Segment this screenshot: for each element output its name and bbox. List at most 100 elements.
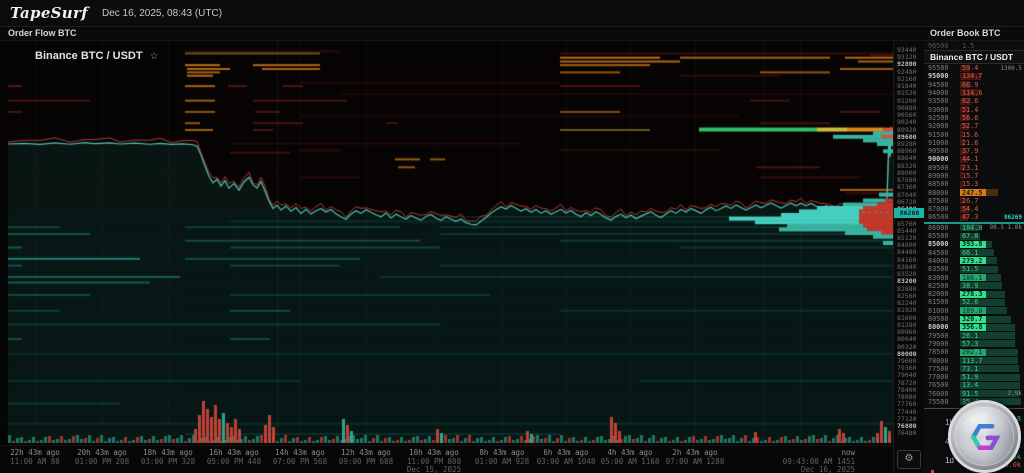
time-tick: now 09:43:00 AM 1451 Dec 16, 2025 — [782, 448, 855, 473]
order-book-row[interactable]: 91000 21.6 — [928, 138, 979, 147]
order-book-row[interactable]: 90500 37.9 — [928, 147, 979, 156]
price-axis-label: 83520 — [897, 270, 917, 279]
price-axis-label: 88000 — [897, 168, 917, 177]
order-book-row[interactable]: 82500 38.9 — [924, 282, 1024, 290]
price-axis-label: 84480 — [897, 248, 917, 257]
chart-canvas[interactable] — [0, 41, 893, 445]
price-axis-label: 86720 — [897, 197, 917, 206]
order-book-row[interactable]: 84000 279.2 — [924, 257, 1024, 265]
price-axis-label: 87680 — [897, 176, 917, 185]
price-axis-label: 88640 — [897, 154, 917, 163]
order-book-row[interactable]: 81500 52.6 — [924, 298, 1024, 306]
time-tick: 16h 43m ago 05:00 PM 448 — [206, 448, 262, 466]
price-axis-label: 92160 — [897, 74, 917, 83]
time-axis[interactable]: 22h 43m ago 11:00 AM 88 20h 43m ago 01:00 P… — [0, 445, 893, 473]
order-book-row[interactable]: 86500 47.3 86269 — [928, 213, 1022, 222]
time-tick: 22h 43m ago 11:00 AM 88 — [10, 448, 60, 466]
order-book-row[interactable]: 76000 91.5 2.9k — [928, 389, 1022, 398]
order-book-row[interactable]: 86000 104.8 98.5 1.8k — [928, 223, 1022, 232]
order-book-row[interactable]: 93500 62.6 — [928, 97, 979, 106]
order-book-row[interactable]: 92000 52.7 — [928, 122, 979, 131]
price-axis-label: 83840 — [897, 262, 917, 271]
header-datetime: Dec 16, 2025, 08:43 (UTC) — [101, 7, 223, 19]
order-book-row[interactable]: 92500 56.6 — [928, 113, 979, 122]
time-tick: 4h 43m ago 05:00 AM 1168 — [600, 448, 660, 466]
order-book-row[interactable]: 96500 1.5 — [928, 41, 975, 50]
order-book-row[interactable]: 77000 51.9 — [924, 373, 1024, 381]
price-axis-label: 88960 — [897, 147, 917, 156]
order-book-row[interactable]: 76500 13.4 — [924, 381, 1024, 389]
order-book-row[interactable]: 95000 134.7 — [928, 72, 983, 81]
symbol-label: Binance BTC / USDT ☆ — [35, 50, 159, 62]
order-book-row[interactable]: 87000 54.4 — [928, 205, 979, 214]
time-tick: 6h 43m ago 03:00 AM 1048 — [536, 448, 596, 466]
price-axis-label: 92800 — [897, 60, 917, 69]
order-book-row[interactable]: 85000 393.8 — [924, 240, 1024, 248]
price-axis-label: 81920 — [897, 306, 917, 315]
order-book-row[interactable]: 80500 320.7 — [924, 315, 1024, 323]
order-flow-chart[interactable]: Binance BTC / USDT ☆ — [0, 41, 893, 445]
time-tick: 12h 43m ago 09:00 PM 688 — [338, 448, 394, 466]
order-book-row[interactable]: 87500 26.7 — [928, 196, 979, 205]
price-axis-label: 78080 — [897, 393, 917, 402]
order-book-row[interactable]: 84500 66.1 — [924, 249, 1024, 257]
time-tick: 8h 43m ago 01:00 AM 928 — [474, 448, 530, 466]
price-axis-label: 92480 — [897, 67, 917, 76]
price-axis-label: 89600 — [897, 132, 917, 141]
order-book-row[interactable]: 78000 113.7 — [924, 356, 1024, 365]
order-book-row[interactable]: 79500 26.1 — [924, 332, 1024, 340]
current-price-tag: 86260 — [894, 208, 925, 219]
order-book-row[interactable]: 79000 57.3 — [924, 340, 1024, 348]
price-axis-label: 89920 — [897, 125, 917, 134]
price-axis-label: 76800 — [897, 422, 917, 431]
price-axis-label: 79040 — [897, 371, 917, 380]
price-axis-label: 80320 — [897, 342, 917, 351]
order-book-row[interactable]: 94500 66.9 — [928, 80, 979, 89]
order-book-row[interactable]: 91500 15.6 — [928, 130, 979, 139]
price-axis-label: 77760 — [897, 400, 917, 409]
price-axis[interactable]: 93440 93120 92800 92480 92160 91840 91520 91200… — [893, 41, 925, 473]
price-axis-label: 93120 — [897, 53, 917, 62]
price-axis-label: 82560 — [897, 291, 917, 300]
order-book-row[interactable]: 88500 15.3 — [928, 180, 979, 189]
order-book-panel-title: Order Book BTC — [930, 28, 1001, 38]
order-book-row[interactable]: 81000 189.8 — [924, 307, 1024, 315]
price-axis-label: 77440 — [897, 407, 917, 416]
order-book-row[interactable]: 80000 356.8 — [924, 323, 1024, 331]
price-axis-label: 82880 — [897, 284, 917, 293]
price-axis-label: 91520 — [897, 89, 917, 98]
price-axis-label: 91200 — [897, 96, 917, 105]
top-header: TapeSurf Dec 16, 2025, 08:43 (UTC) — [0, 0, 1024, 27]
favorite-star-icon[interactable]: ☆ — [149, 51, 159, 62]
order-book-row[interactable]: 82000 278.3 — [924, 290, 1024, 298]
order-book-pair-header: Binance BTC / USDT — [924, 50, 1024, 64]
order-book-row[interactable]: 89000 15.7 — [928, 172, 979, 180]
price-axis-label: 90240 — [897, 118, 917, 127]
order-book-row[interactable]: 88000 247.5 — [924, 188, 1024, 197]
order-book-row[interactable]: 89500 23.1 — [928, 163, 979, 172]
settings-icon[interactable]: ⚙ — [897, 450, 921, 469]
price-axis-label: 85440 — [897, 226, 917, 235]
price-axis-label: 80960 — [897, 328, 917, 337]
price-axis-label: 85120 — [897, 234, 917, 243]
order-book-row[interactable]: 93000 51.4 — [928, 105, 979, 114]
price-axis-label: 78720 — [897, 378, 917, 387]
price-axis-label: 89280 — [897, 140, 917, 149]
price-axis-label: 84800 — [897, 241, 917, 250]
order-book-row[interactable]: 94000 114.6 — [928, 89, 983, 98]
order-book-row[interactable]: 85500 67.8 — [928, 232, 980, 241]
coin-emblem-icon — [970, 423, 1000, 450]
order-book-row[interactable]: 77500 73.1 — [924, 365, 1024, 373]
price-axis-label: 85760 — [897, 219, 917, 228]
price-axis-label: 90880 — [897, 103, 917, 112]
price-axis-label: 91840 — [897, 82, 917, 91]
order-book-row[interactable]: 95500 59.4 1300.5 — [928, 64, 1022, 73]
order-book-row[interactable]: 83500 51.5 — [924, 265, 1024, 273]
order-book-row[interactable]: 83000 186.1 — [924, 273, 1024, 282]
order-book-row[interactable]: 78500 202.1 — [924, 348, 1024, 356]
price-axis-label: 87360 — [897, 183, 917, 192]
order-book-row[interactable]: 90000 44.1 — [928, 155, 979, 164]
timeframe-1d-button[interactable]: 1d — [945, 456, 954, 466]
price-axis-label: 79680 — [897, 356, 917, 365]
